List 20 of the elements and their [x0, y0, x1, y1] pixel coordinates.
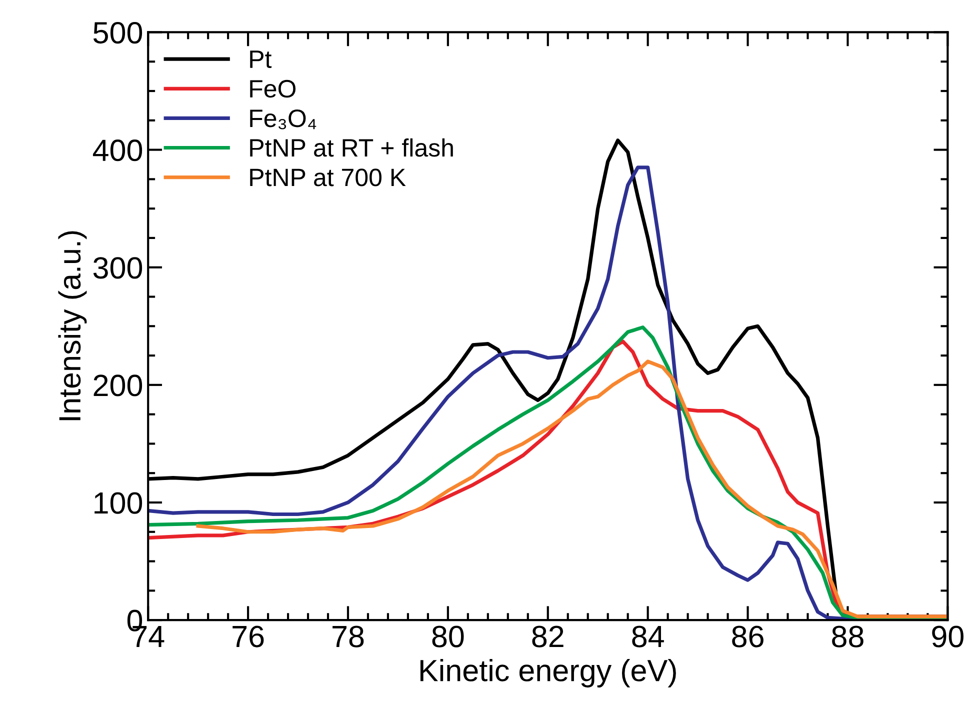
y-tick-label: 400: [92, 140, 142, 162]
y-axis-title: Intensity (a.u.): [58, 231, 87, 420]
x-tick-label: 82: [532, 626, 564, 648]
x-tick-label: 84: [632, 626, 664, 648]
y-tick-label: 200: [94, 374, 142, 396]
legend-label: FeO: [250, 80, 296, 98]
x-tick-label: 90: [932, 626, 964, 648]
legend-label: Fe₃O₄: [250, 109, 316, 130]
y-tick-label: 100: [94, 492, 142, 514]
x-axis-title: Kinetic energy (eV): [420, 658, 676, 688]
x-tick-label: 80: [432, 626, 464, 648]
x-tick-label: 76: [232, 626, 264, 648]
legend-label: PtNP at 700 K: [250, 168, 406, 186]
x-tick-label: 78: [332, 626, 364, 648]
y-tick-label: 500: [93, 22, 142, 44]
legend-label: PtNP at RT + flash: [250, 138, 453, 157]
y-tick-label: 300: [93, 257, 142, 279]
x-tick-label: 86: [732, 626, 764, 648]
legend-label: Pt: [250, 50, 272, 68]
x-tick-label: 88: [832, 626, 864, 648]
